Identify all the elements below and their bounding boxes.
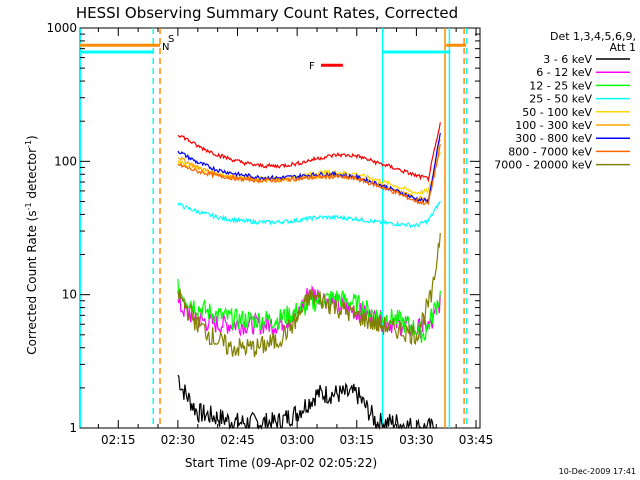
x-tick-label-6: 03:45	[459, 433, 494, 447]
series-line-6	[177, 132, 441, 204]
x-tick-label-1: 02:30	[161, 433, 196, 447]
y-axis-label-mid: detector	[25, 148, 39, 203]
x-tick-label-5: 03:30	[399, 433, 434, 447]
chart-title: HESSI Observing Summary Count Rates, Cor…	[76, 4, 458, 22]
flare-marker-label: F	[309, 61, 315, 72]
y-axis-label-main: Corrected Count Rate (s	[25, 210, 39, 354]
x-axis-label: Start Time (09-Apr-02 02:05:22)	[185, 456, 377, 470]
y-tick-label-3: 1000	[46, 21, 77, 35]
legend-label-1: 6 - 12 keV	[536, 66, 592, 79]
legend-header-line-0: Det 1,3,4,5,6,9,	[550, 30, 636, 43]
legend-header-line-1: Att 1	[610, 41, 636, 54]
y-axis-label-sup-2: -1	[24, 140, 33, 148]
legend-label-6: 300 - 800 keV	[515, 132, 592, 145]
y-tick-label-0: 1	[69, 421, 77, 435]
legend-label-4: 50 - 100 keV	[522, 106, 592, 119]
series-line-7	[177, 144, 441, 206]
series-line-3	[177, 200, 441, 229]
legend-label-7: 800 - 7000 keV	[508, 145, 592, 158]
y-axis-label-sup-1: -1	[24, 202, 33, 210]
plot-area: F SN 02:15 02:30 02:45 03:00 03:15 03:30 03:45 1 1…	[46, 21, 493, 447]
x-tick-label-2: 02:45	[220, 433, 255, 447]
y-tick-label-1: 10	[62, 288, 77, 302]
series-line-8	[177, 233, 441, 358]
legend-label-3: 25 - 50 keV	[529, 93, 592, 106]
series-line-0	[177, 374, 437, 430]
x-tick-label-3: 03:00	[280, 433, 315, 447]
legend-label-0: 3 - 6 keV	[543, 53, 592, 66]
x-tick-label-4: 03:15	[339, 433, 374, 447]
legend-label-8: 7000 - 20000 keV	[494, 159, 592, 172]
series-line-1	[177, 284, 441, 339]
x-tick-label-0: 02:15	[101, 433, 136, 447]
y-tick-label-2: 100	[54, 154, 77, 168]
annotation-s: S	[168, 34, 174, 45]
series-line-9	[177, 122, 441, 183]
legend-label-2: 12 - 25 keV	[529, 79, 592, 92]
date-stamp: 10-Dec-2009 17:41	[559, 467, 636, 476]
y-axis-label-end: )	[25, 135, 39, 140]
y-axis-label: Corrected Count Rate (s-1 detector-1)	[24, 135, 39, 354]
annotation-n: N	[162, 42, 169, 53]
legend-label-5: 100 - 300 keV	[515, 119, 592, 132]
